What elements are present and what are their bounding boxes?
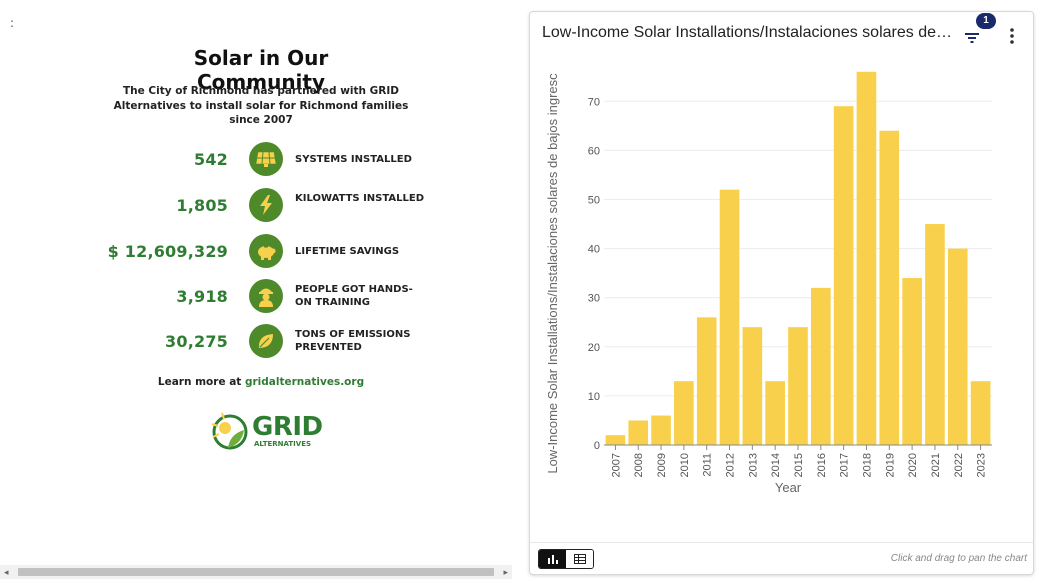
x-tick-label: 2011 [702, 453, 714, 477]
bar-2013[interactable] [742, 327, 763, 445]
x-tick-label: 2020 [907, 453, 919, 477]
stat-label: KILOWATTS INSTALLED [295, 193, 425, 204]
scroll-right-arrow-icon[interactable]: ▸ [503, 567, 508, 577]
solar-panel-icon [249, 142, 283, 176]
bar-2009[interactable] [651, 415, 671, 445]
stat-row-kilowatts: 1,805 KILOWATTS INSTALLED [100, 188, 430, 224]
y-tick-label: 60 [588, 145, 600, 157]
panel-menu-dots[interactable]: : [10, 16, 15, 30]
stat-label: PEOPLE GOT HANDS-ON TRAINING [295, 284, 413, 308]
more-options-button[interactable] [1004, 24, 1020, 48]
stat-value: $ 12,609,329 [107, 242, 228, 261]
bar-chart[interactable]: 0 10 20 30 40 50 60 70 2007 2008 2009 2010 2011 2012… [530, 52, 1034, 540]
stat-row-training: 3,918 PEOPLE GOT HANDS-ON TRAINING [100, 279, 430, 315]
stat-value: 542 [194, 150, 228, 169]
bar-2011[interactable] [696, 317, 717, 445]
logo-subtitle: ALTERNATIVES [254, 440, 312, 448]
bars [605, 71, 991, 446]
stat-row-savings: $ 12,609,329 LIFETIME SAVINGS [100, 234, 430, 270]
filter-icon [965, 33, 979, 43]
stat-label: TONS OF EMISSIONS PREVENTED [295, 329, 411, 353]
stat-value: 30,275 [165, 332, 228, 351]
horizontal-scrollbar[interactable]: ◂ ▸ [0, 565, 512, 579]
x-tick-label: 2019 [884, 453, 896, 477]
y-tick-label: 10 [588, 391, 600, 403]
table-view-button[interactable] [566, 550, 593, 568]
x-tick-label: 2014 [770, 453, 782, 477]
more-vert-icon [1010, 28, 1014, 44]
chart-card: Low-Income Solar Installations/Instalaci… [529, 11, 1034, 575]
logo-word: GRID [252, 412, 323, 442]
worker-icon [249, 279, 283, 313]
pan-hint: Click and drag to pan the chart [890, 553, 1027, 564]
x-tick-label: 2010 [679, 453, 691, 477]
card-footer: Click and drag to pan the chart [530, 542, 1033, 574]
gridalternatives-link[interactable]: gridalternatives.org [244, 376, 365, 388]
x-tick-label: 2015 [793, 453, 805, 477]
leaf-icon [249, 324, 283, 358]
x-tick-label: 2008 [633, 453, 645, 477]
learn-more-text: Learn more at gridalternatives.org [130, 376, 392, 388]
info-title: Solar in Our Community [193, 46, 329, 94]
stat-row-emissions: 30,275 TONS OF EMISSIONS PREVENTED [100, 324, 430, 360]
info-description: The City of Richmond has partnered with … [113, 85, 409, 126]
scroll-left-arrow-icon[interactable]: ◂ [4, 567, 9, 577]
x-tick-label: 2009 [656, 453, 668, 477]
y-tick-label: 50 [588, 194, 600, 206]
bar-2015[interactable] [788, 327, 808, 445]
y-tick-label: 30 [588, 293, 600, 305]
stat-value: 1,805 [176, 196, 228, 215]
scrollbar-thumb[interactable] [18, 568, 494, 576]
stat-label: SYSTEMS INSTALLED [295, 154, 412, 165]
y-tick-labels: 0 10 20 30 40 50 60 70 [588, 96, 600, 452]
table-icon [573, 554, 586, 564]
grid-alternatives-logo: GRID ALTERNATIVES [210, 410, 323, 454]
x-tick-label: 2013 [747, 453, 759, 477]
stat-label: LIFETIME SAVINGS [295, 246, 400, 257]
bar-2007[interactable] [605, 435, 626, 445]
x-tick-label: 2016 [816, 453, 828, 477]
filter-button[interactable] [960, 22, 988, 48]
x-tick-label: 2018 [861, 453, 873, 477]
bar-2019[interactable] [879, 130, 900, 445]
info-panel: : Solar in Our Community The City of Ric… [0, 0, 520, 583]
y-tick-label: 70 [588, 96, 600, 108]
bar-2021[interactable] [925, 224, 945, 445]
bar-2014[interactable] [765, 381, 785, 445]
x-tick-label: 2023 [976, 453, 988, 477]
bar-2022[interactable] [947, 248, 968, 445]
bar-2018[interactable] [856, 71, 877, 446]
view-toggle [538, 549, 594, 569]
bar-2012[interactable] [719, 189, 740, 445]
filter-count-badge: 1 [976, 13, 996, 29]
x-tick-label: 2017 [839, 453, 851, 477]
x-axis-label: Year [775, 480, 802, 495]
bar-2010[interactable] [674, 381, 694, 445]
bar-2017[interactable] [833, 106, 854, 445]
x-tick-labels: 2007 2008 2009 2010 2011 2012 2013 2014 2015 2016… [610, 445, 988, 477]
x-tick-label: 2021 [930, 453, 942, 477]
lightning-bolt-icon [249, 188, 283, 222]
x-tick-label: 2007 [610, 453, 622, 477]
y-axis-label: Low-Income Solar Installations/Instalaci… [545, 73, 560, 474]
grid-logo-sun-icon [211, 412, 248, 450]
bar-chart-icon [547, 555, 558, 564]
chart-card-title: Low-Income Solar Installations/Instalaci… [542, 24, 952, 41]
bar-2008[interactable] [628, 420, 649, 445]
chart-view-button[interactable] [539, 550, 566, 568]
stat-value: 3,918 [176, 287, 228, 306]
x-tick-label: 2022 [953, 453, 965, 477]
bar-2016[interactable] [811, 287, 831, 445]
y-tick-label: 20 [588, 342, 600, 354]
learn-more-prefix: Learn more at [157, 376, 245, 388]
x-tick-label: 2012 [725, 453, 737, 477]
y-tick-label: 0 [594, 440, 600, 452]
y-tick-label: 40 [588, 244, 600, 256]
piggy-bank-icon [249, 234, 283, 268]
bar-2023[interactable] [970, 381, 991, 445]
bar-2020[interactable] [902, 278, 922, 445]
stat-row-systems: 542 SYSTEMS INSTALLED [100, 142, 430, 178]
